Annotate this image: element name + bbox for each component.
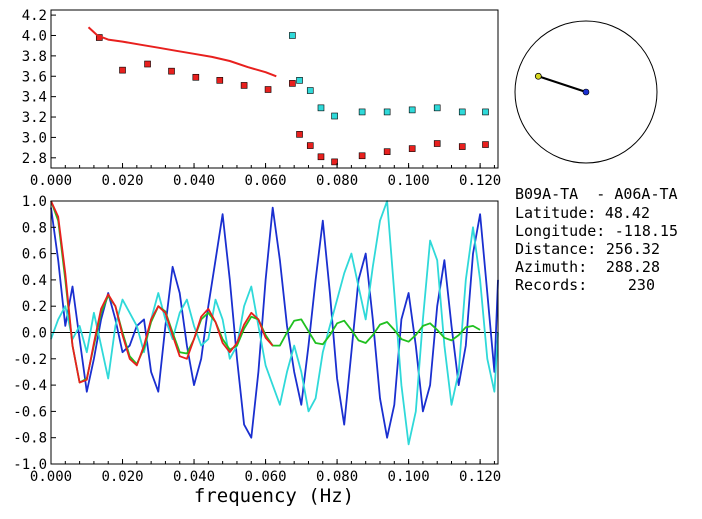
dispersion-point xyxy=(482,108,489,116)
correlation-series-line-1 xyxy=(50,200,499,446)
dispersion-y-tick-label: 3.4 xyxy=(22,90,47,106)
dispersion-point xyxy=(458,143,466,150)
dispersion-point xyxy=(264,86,272,93)
station-dot-end xyxy=(534,72,542,80)
map-circle xyxy=(514,20,658,164)
x-axis-title: frequency (Hz) xyxy=(194,485,354,507)
dispersion-point xyxy=(119,66,126,74)
dispersion-point xyxy=(168,67,175,75)
dispersion-y-tick-label: 4.2 xyxy=(22,8,47,24)
correlation-y-tick-label: -0.4 xyxy=(13,378,47,394)
dispersion-point xyxy=(240,82,248,89)
dispersion-point xyxy=(331,158,338,166)
dispersion-point xyxy=(296,77,303,84)
dispersion-x-tick-label: 0.120 xyxy=(459,173,501,189)
correlation-x-tick-label: 0.040 xyxy=(173,469,215,485)
dispersion-y-tick-label: 3.2 xyxy=(22,110,47,126)
correlation-x-tick-label: 0.080 xyxy=(316,469,358,485)
correlation-x-tick-label: 0.120 xyxy=(459,469,501,485)
dispersion-point xyxy=(306,87,314,94)
correlation-y-tick-label: 1.0 xyxy=(22,194,47,210)
dispersion-point xyxy=(358,152,366,160)
longitude-label: Longitude: xyxy=(515,222,605,240)
correlation-y-tick-label: 0.0 xyxy=(22,326,47,342)
dispersion-point xyxy=(408,106,416,114)
azimuth-value: 288.28 xyxy=(606,258,660,276)
correlation-y-tick-label: 0.8 xyxy=(22,220,47,236)
distance-label: Distance: xyxy=(515,240,596,258)
records-value: 230 xyxy=(628,276,655,294)
dispersion-series-line-2 xyxy=(87,26,277,78)
correlation-y-tick-label: 0.6 xyxy=(22,247,47,263)
correlation-y-tick-label: 0.4 xyxy=(22,273,47,289)
correlation-y-tick-label: 0.2 xyxy=(22,299,47,315)
dispersion-panel: 0.000 0.020 0.040 0.060 0.080 0.100 0.120 4.24… xyxy=(22,8,501,189)
dispersion-y-tick-label: 4.0 xyxy=(22,28,47,44)
dispersion-point xyxy=(289,80,296,87)
dispersion-y-ticks: 4.2 4.0 3.8 3.6 3.4 3.2 3.0 2.8 xyxy=(22,8,56,167)
dispersion-x-tick-label: 0.020 xyxy=(101,173,143,189)
distance-value: 256.32 xyxy=(606,240,660,258)
dispersion-x-tick-label: 0.080 xyxy=(316,173,358,189)
dispersion-y-tick-label: 2.8 xyxy=(22,151,47,167)
dispersion-x-tick-label: 0.100 xyxy=(388,173,430,189)
dispersion-point xyxy=(408,145,416,152)
dispersion-point xyxy=(216,77,224,84)
correlation-y-tick-label: -0.2 xyxy=(13,352,47,368)
station-pair: B09A-TA - A06A-TA xyxy=(515,185,678,203)
dispersion-y-tick-label: 3.8 xyxy=(22,49,47,65)
latitude-label: Latitude: xyxy=(515,204,596,222)
dispersion-point xyxy=(482,141,489,148)
dispersion-point xyxy=(358,108,366,116)
dispersion-point xyxy=(296,131,303,138)
correlation-series-layer xyxy=(50,200,499,446)
records-label: Records: xyxy=(515,276,587,294)
correlation-y-tick-label: -0.6 xyxy=(13,404,47,420)
dispersion-plot-frame xyxy=(50,9,499,169)
correlation-y-tick-label: -0.8 xyxy=(13,431,47,447)
path-line xyxy=(538,75,587,93)
correlation-panel: 0.000 0.020 0.040 0.060 0.080 0.100 0.120 1.0 0… xyxy=(13,194,501,507)
azimuth-label: Azimuth: xyxy=(515,258,587,276)
station-info: B09A-TA - A06A-TA Latitude: 48.42 Longit… xyxy=(515,185,678,294)
dispersion-point xyxy=(317,153,325,161)
dispersion-point xyxy=(331,112,338,120)
map-inset xyxy=(514,20,658,164)
dispersion-point xyxy=(317,104,325,112)
dispersion-point xyxy=(433,140,441,147)
dispersion-point xyxy=(433,104,441,112)
correlation-x-tick-label: 0.060 xyxy=(244,469,286,485)
correlation-y-ticks: 1.0 0.8 0.6 0.4 0.2 0.0 -0.2 -0.4 -0.6 -0.8 -1.0 xyxy=(13,194,56,473)
dispersion-x-ticks: 0.000 0.020 0.040 0.060 0.080 0.100 0.120 xyxy=(30,163,501,189)
correlation-x-tick-label: 0.020 xyxy=(101,469,143,485)
dispersion-series-layer xyxy=(87,26,489,166)
correlation-y-tick-label: -1.0 xyxy=(13,457,47,473)
dispersion-point xyxy=(458,108,466,116)
correlation-series-line-3 xyxy=(50,200,274,384)
dispersion-point xyxy=(306,142,314,149)
dispersion-point xyxy=(383,108,391,116)
longitude-value: -118.15 xyxy=(615,222,678,240)
correlation-x-ticks: 0.000 0.020 0.040 0.060 0.080 0.100 0.120 xyxy=(30,459,501,485)
dispersion-point xyxy=(144,60,151,68)
dispersion-x-tick-label: 0.060 xyxy=(244,173,286,189)
dispersion-x-tick-label: 0.000 xyxy=(30,173,72,189)
correlation-x-tick-label: 0.000 xyxy=(30,469,72,485)
dispersion-y-tick-label: 3.0 xyxy=(22,130,47,146)
station-dot-center xyxy=(582,88,590,96)
dispersion-point xyxy=(383,148,391,155)
dispersion-y-tick-label: 3.6 xyxy=(22,69,47,85)
dispersion-point xyxy=(192,73,200,81)
correlation-x-tick-label: 0.100 xyxy=(388,469,430,485)
latitude-value: 48.42 xyxy=(605,204,650,222)
dispersion-point xyxy=(289,32,296,39)
dispersion-x-tick-label: 0.040 xyxy=(173,173,215,189)
